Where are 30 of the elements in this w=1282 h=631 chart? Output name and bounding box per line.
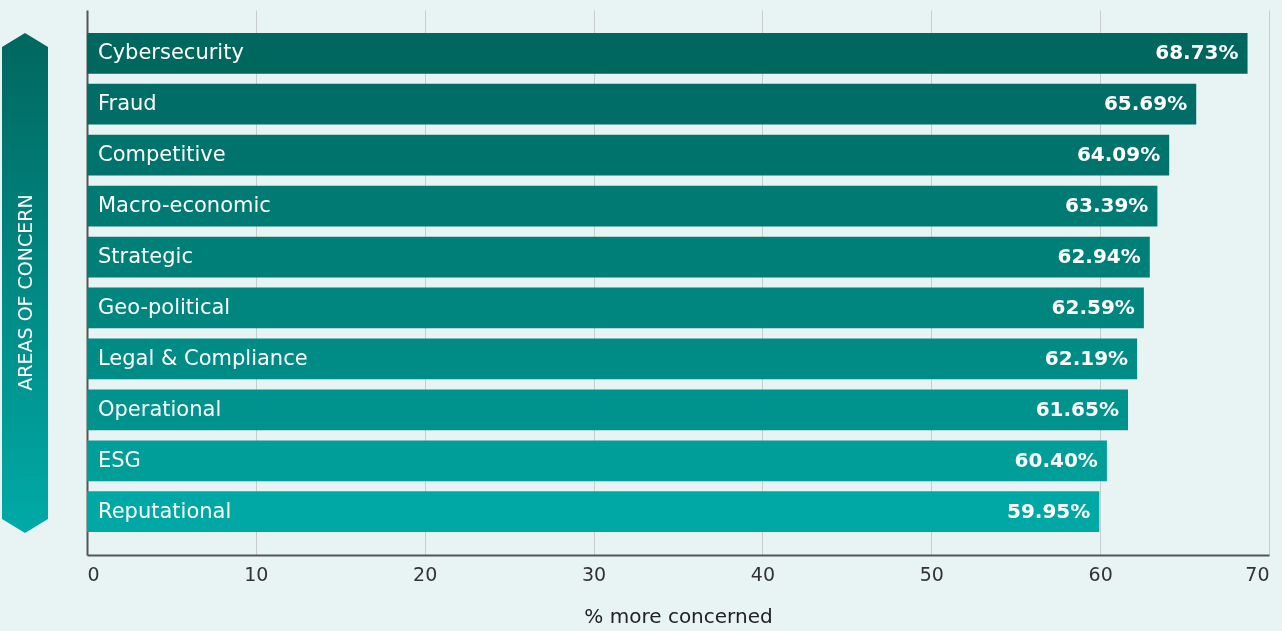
x-tick-label: 60 [1088, 562, 1113, 585]
data-label: 64.09% [1076, 142, 1161, 167]
data-label: 63.39% [1065, 193, 1149, 218]
data-label: 62.19% [1044, 345, 1129, 370]
y-tick-label: Legal & Compliance [98, 345, 308, 370]
x-tick-label: 50 [919, 562, 944, 585]
data-label: 68.73% [1155, 40, 1239, 65]
x-tick-label: 0 [87, 562, 100, 585]
y-tick-label: Macro-economic [98, 193, 271, 218]
data-label: 65.69% [1103, 91, 1188, 116]
data-label: 62.59% [1051, 294, 1135, 319]
y-tick-label: Operational [98, 396, 222, 421]
y-tick-label: Fraud [98, 91, 157, 116]
y-tick-label: ESG [98, 447, 141, 472]
x-tick-label: 40 [750, 562, 776, 585]
y-tick-label: Competitive [98, 142, 226, 167]
y-tick-label: Strategic [98, 244, 193, 269]
data-label: 59.95% [1006, 498, 1091, 523]
y-tick-label: Cybersecurity [98, 40, 244, 65]
x-tick-label: 30 [581, 562, 607, 585]
y-tick-label: Geo-political [98, 294, 231, 319]
y-tick-label: Reputational [98, 498, 232, 523]
data-label: 62.94% [1057, 244, 1141, 269]
x-tick-label: 10 [244, 562, 269, 585]
data-label: 61.65% [1035, 396, 1119, 421]
x-tick-label: 20 [413, 562, 438, 585]
data-label: 60.40% [1014, 447, 1098, 472]
x-tick-label: 70 [1245, 562, 1270, 585]
y-axis-title: AREAS OF CONCERN [13, 194, 36, 391]
x-axis-title: % more concerned [584, 603, 773, 628]
